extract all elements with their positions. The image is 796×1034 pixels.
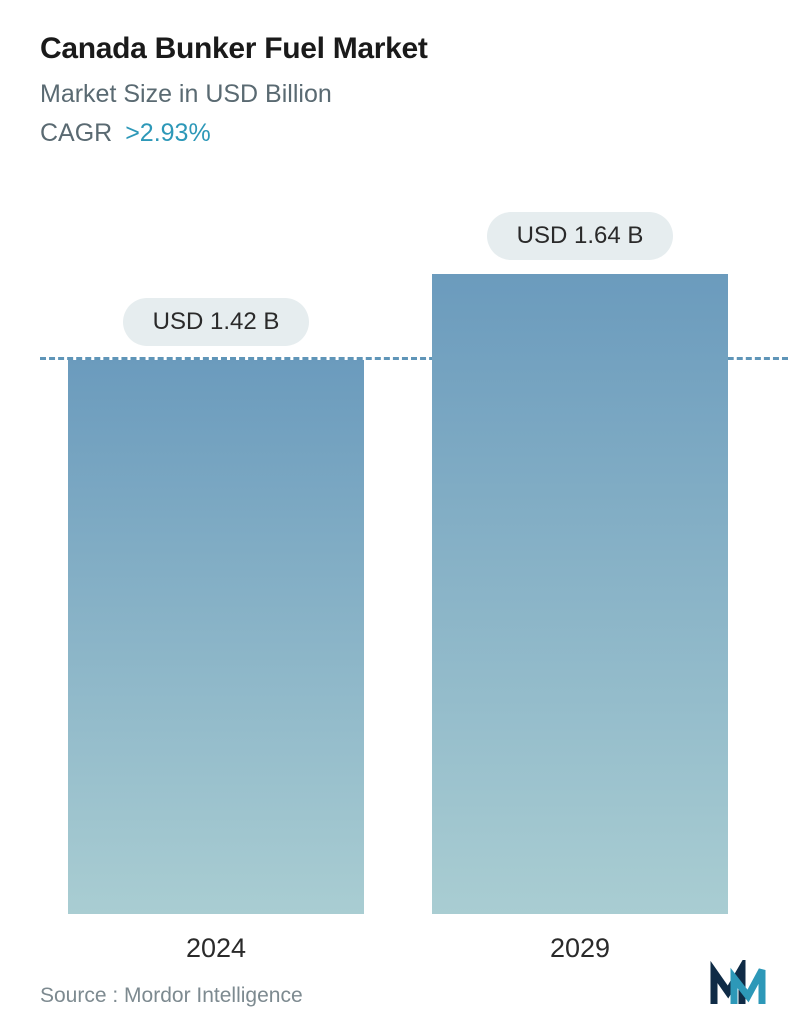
header: Canada Bunker Fuel Market Market Size in… [0,0,796,148]
source-text: Source : Mordor Intelligence [40,984,303,1008]
cagr-row: CAGR >2.93% [40,119,756,148]
bar-slot: USD 1.42 B2024 [68,210,364,914]
chart-subtitle: Market Size in USD Billion [40,80,756,109]
bar-slot: USD 1.64 B2029 [432,210,728,914]
brand-logo-icon [710,960,772,1008]
chart-area: USD 1.42 B2024USD 1.64 B2029 [0,210,796,914]
bar [432,274,728,914]
value-label: USD 1.42 B [123,298,310,346]
bars-container: USD 1.42 B2024USD 1.64 B2029 [0,210,796,914]
value-label: USD 1.64 B [487,212,674,260]
bar [68,360,364,914]
footer: Source : Mordor Intelligence [40,960,772,1008]
cagr-label: CAGR [40,119,112,147]
cagr-value: >2.93% [125,119,211,147]
chart-title: Canada Bunker Fuel Market [40,32,756,66]
